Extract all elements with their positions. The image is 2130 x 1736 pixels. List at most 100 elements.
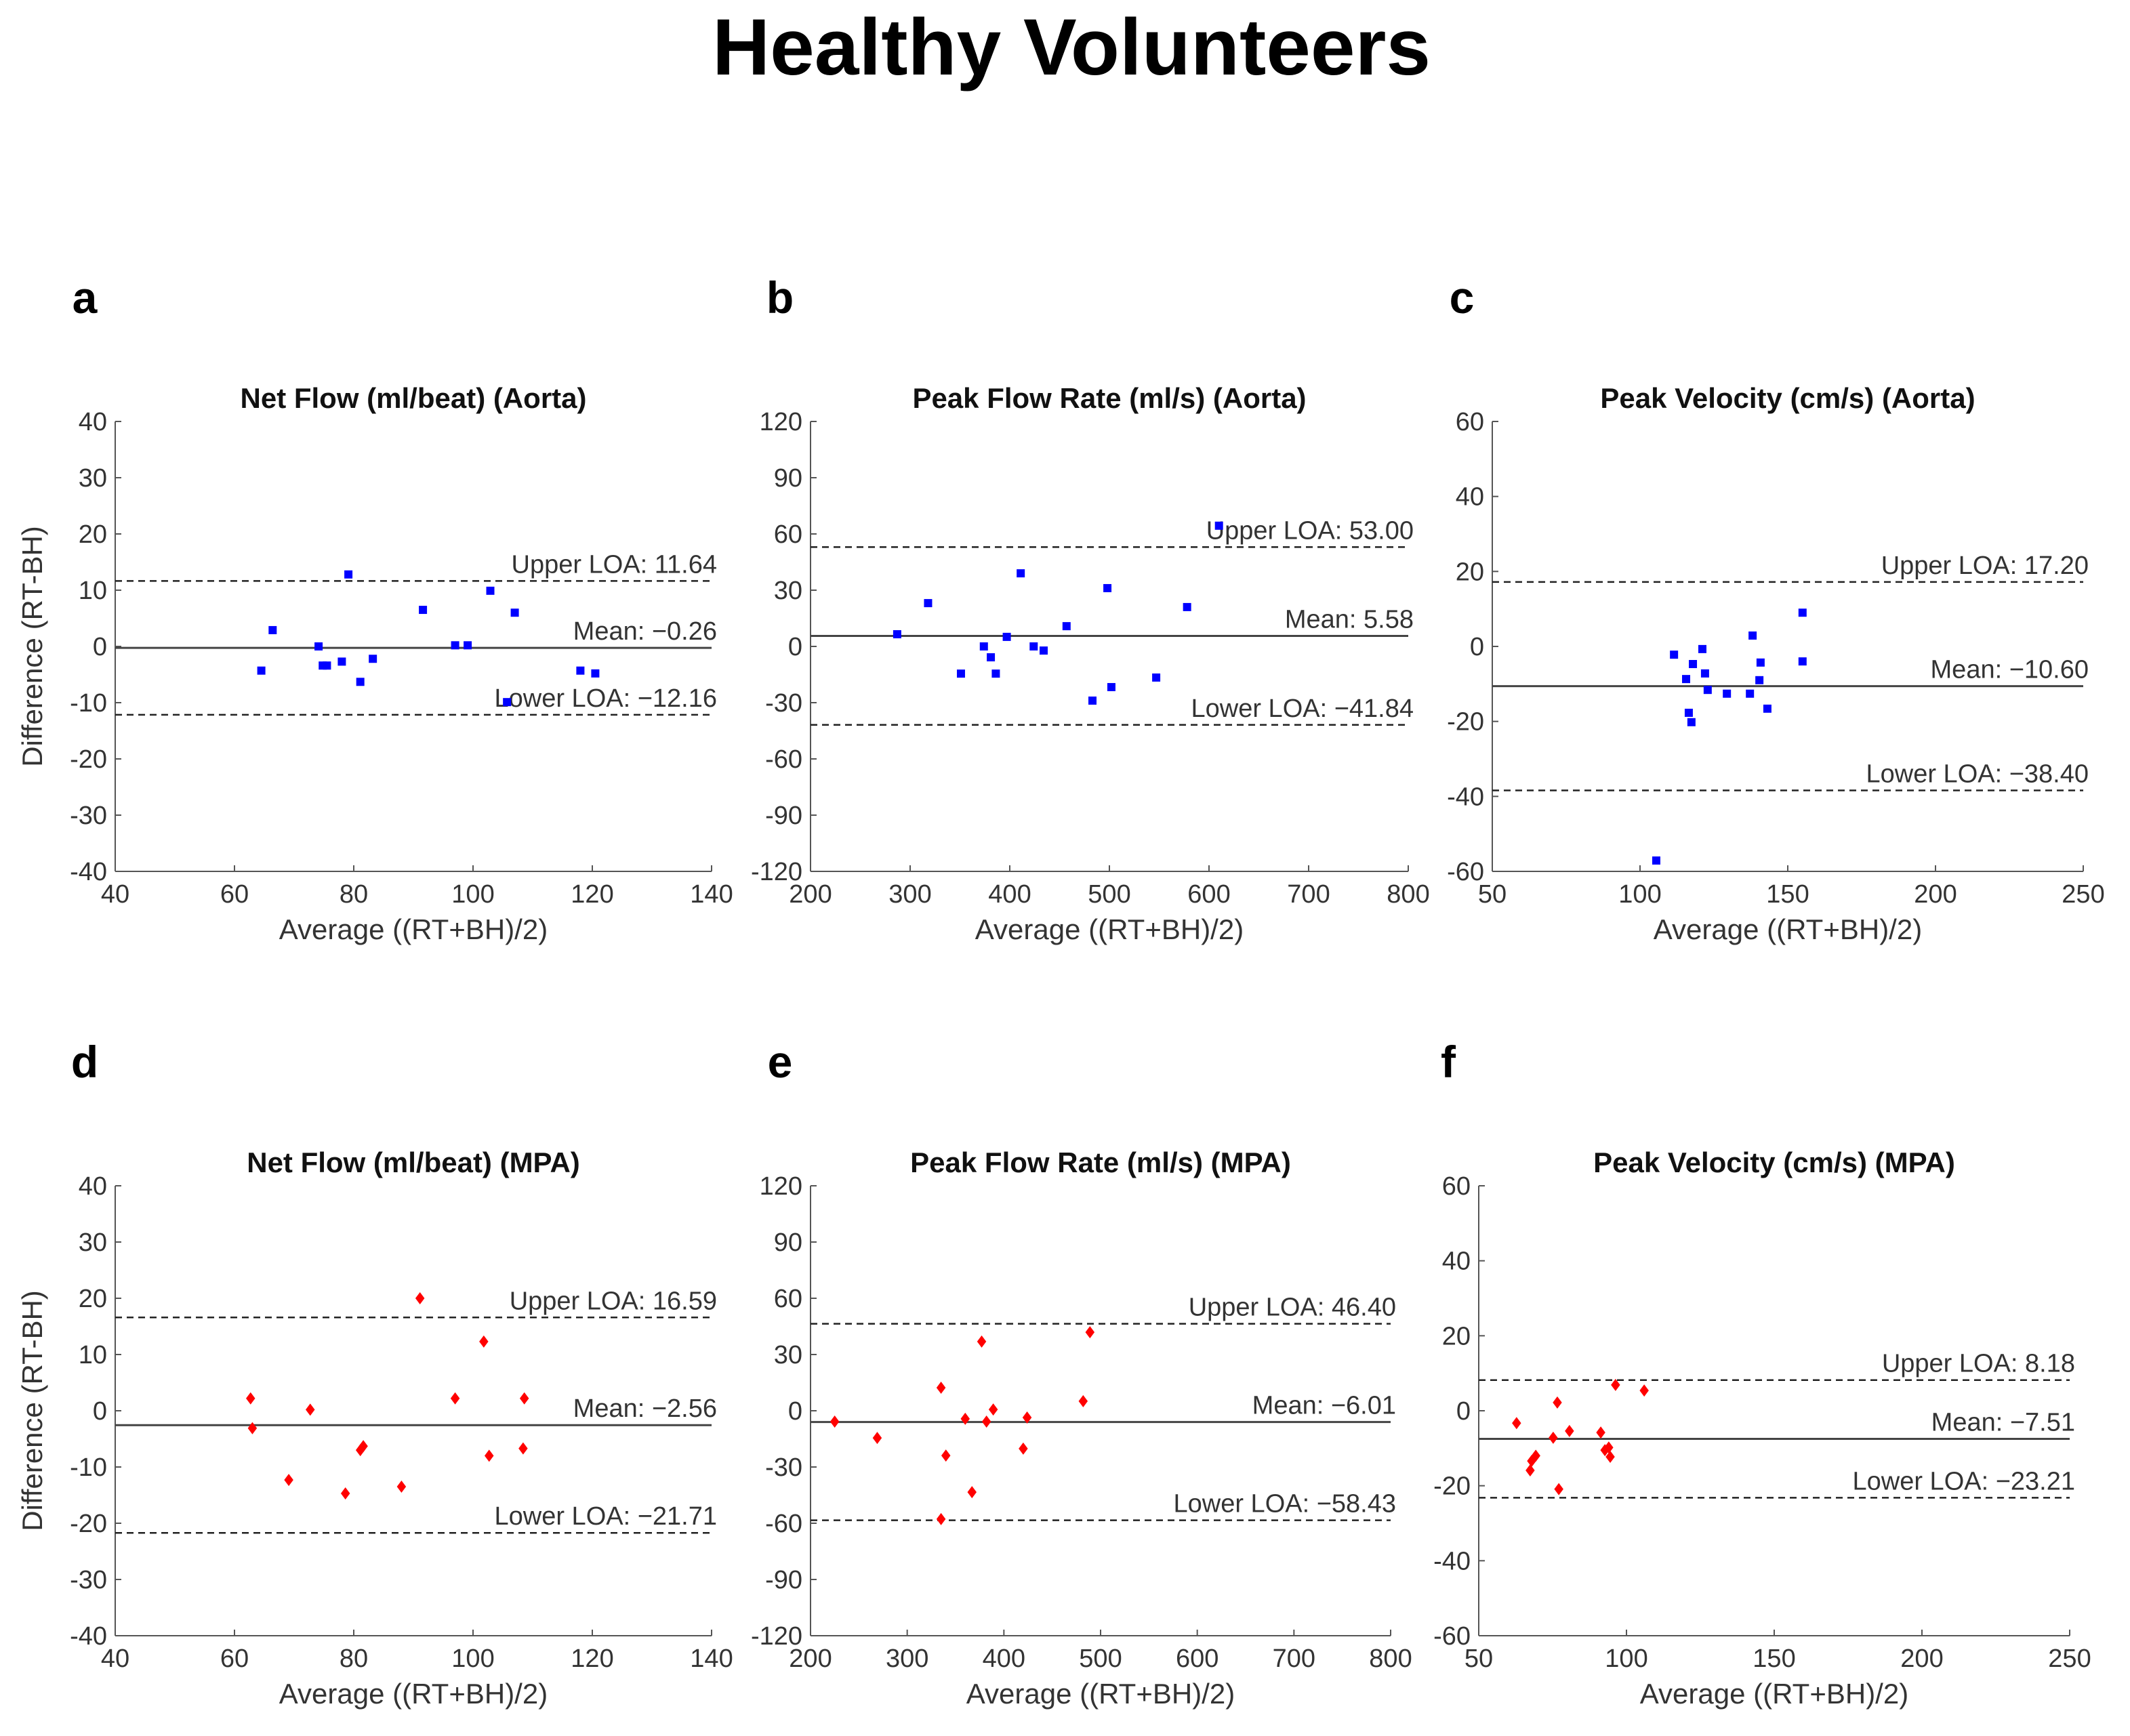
data-point [518,1442,528,1455]
data-point [486,586,495,595]
data-point [576,666,585,675]
reference-label: Mean: −10.60 [1931,656,2089,684]
reference-label: Upper LOA: 8.18 [1882,1350,2075,1378]
x-tick-label: 200 [789,1645,832,1673]
data-point [369,655,377,663]
x-tick-label: 300 [886,1645,928,1673]
data-point [1687,718,1696,726]
y-tick-label: 40 [1442,1247,1471,1276]
chart-title: Peak Flow Rate (ml/s) (MPA) [910,1146,1291,1178]
data-point [510,608,519,617]
reference-label: Mean: −0.26 [573,617,717,646]
x-tick-label: 100 [1618,880,1661,909]
y-tick-label: 60 [1456,408,1484,436]
y-tick-label: -20 [1447,708,1484,737]
data-point [1670,650,1679,659]
reference-label: Mean: −7.51 [1931,1409,2075,1437]
panel-label: e [768,1037,793,1087]
data-point [1107,683,1115,692]
y-tick-label: -30 [765,689,802,718]
data-point [960,1412,970,1425]
reference-label: Upper LOA: 16.59 [510,1287,717,1315]
data-point [323,661,331,670]
x-tick-label: 300 [888,880,931,909]
data-point [415,1292,425,1304]
data-point [1755,676,1764,684]
data-point [464,641,472,650]
data-point [1652,856,1660,865]
x-tick-label: 250 [2048,1645,2091,1673]
y-tick-label: 60 [1442,1172,1471,1201]
chart-title: Net Flow (ml/beat) (Aorta) [241,382,587,414]
data-point [1748,631,1757,640]
y-tick-label: 60 [774,520,802,549]
x-tick-label: 120 [571,880,613,909]
reference-label: Mean: −2.56 [573,1394,717,1423]
x-tick-label: 40 [101,1645,129,1673]
data-point [1682,675,1691,684]
chart-title: Peak Velocity (cm/s) (MPA) [1593,1146,1955,1178]
x-tick-label: 80 [340,880,368,909]
data-point [268,625,277,634]
data-point [1554,1483,1563,1495]
data-point [306,1403,315,1416]
y-tick-label: -20 [70,745,107,774]
x-tick-label: 120 [571,1645,613,1673]
data-point [1531,1449,1540,1462]
data-point [1553,1396,1562,1409]
y-tick-label: -60 [765,1510,802,1538]
panel-label: c [1450,272,1475,323]
y-tick-label: -40 [70,858,107,886]
y-tick-label: 20 [79,1285,107,1313]
y-tick-label: 20 [79,520,107,549]
data-point [451,641,459,650]
y-tick-label: 10 [79,1341,107,1369]
data-point [1703,686,1712,695]
y-tick-label: -40 [1447,783,1484,811]
reference-label: Lower LOA: −38.40 [1866,760,2089,788]
data-point [1039,646,1048,655]
chart-title: Net Flow (ml/beat) (MPA) [247,1146,580,1178]
y-tick-label: -30 [765,1453,802,1482]
data-point [1746,689,1755,698]
y-tick-label: 0 [1456,1397,1471,1426]
data-point [503,698,512,707]
x-tick-label: 800 [1369,1645,1412,1673]
data-point [991,669,1000,678]
data-point [987,653,996,662]
chart-title: Peak Velocity (cm/s) (Aorta) [1600,382,1975,414]
data-point [977,1335,987,1348]
data-point [1756,658,1765,667]
y-tick-label: -40 [1433,1547,1471,1575]
data-point [1078,1394,1088,1407]
x-axis-label: Average ((RT+BH)/2) [279,1678,548,1710]
y-tick-label: -120 [751,858,802,886]
x-axis-label: Average ((RT+BH)/2) [1654,913,1922,945]
y-tick-label: -60 [1447,858,1484,886]
x-tick-label: 200 [789,880,832,909]
chart-title: Peak Flow Rate (ml/s) (Aorta) [912,382,1306,414]
panel-label: f [1441,1037,1456,1087]
x-tick-label: 140 [690,1645,733,1673]
x-axis-label: Average ((RT+BH)/2) [966,1678,1235,1710]
x-tick-label: 600 [1187,880,1230,909]
data-point [1017,569,1025,578]
data-point [1088,696,1097,705]
y-tick-label: 30 [79,1228,107,1257]
reference-label: Lower LOA: −21.71 [495,1502,718,1531]
x-tick-label: 400 [988,880,1031,909]
data-point [988,1403,998,1416]
y-tick-label: 0 [1470,633,1484,661]
figure-title: Healthy Volunteers [712,3,1431,92]
data-point [1798,608,1807,617]
reference-label: Mean: 5.58 [1285,606,1414,634]
y-tick-label: -30 [70,802,107,830]
x-tick-label: 60 [220,1645,249,1673]
data-point [1022,1411,1032,1424]
reference-label: Upper LOA: 17.20 [1881,552,2089,580]
y-tick-label: -60 [1433,1622,1471,1651]
data-point [485,1449,494,1462]
x-tick-label: 400 [983,1645,1025,1673]
data-point [356,678,365,686]
